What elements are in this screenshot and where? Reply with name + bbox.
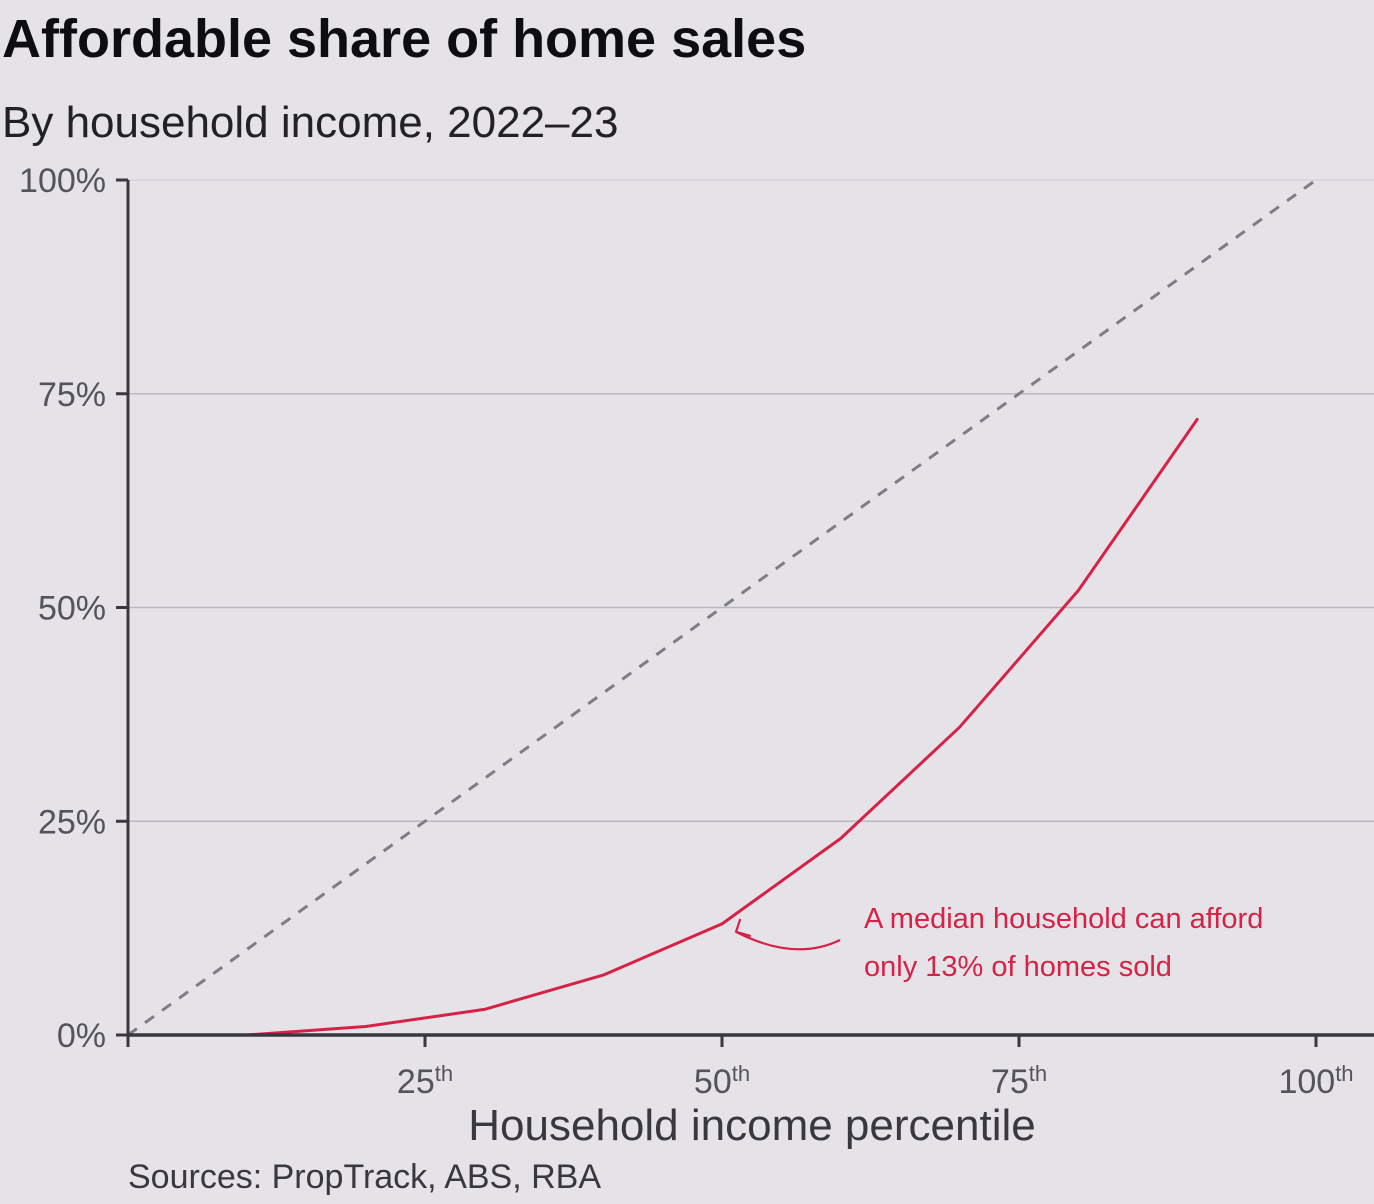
y-tick-label: 75% bbox=[38, 376, 106, 414]
y-tick-label: 25% bbox=[38, 803, 106, 841]
source-note: Sources: PropTrack, ABS, RBA bbox=[128, 1158, 601, 1196]
x-axis-ticks: 25th 50th 75th 100th bbox=[126, 1035, 1354, 1101]
x-axis-label: Household income percentile bbox=[468, 1101, 1035, 1150]
annotation: A median household can afford only 13% o… bbox=[734, 903, 1263, 983]
x-tick-label: 100th bbox=[1278, 1061, 1353, 1101]
reference-line bbox=[127, 178, 1317, 1037]
series-group bbox=[127, 178, 1317, 1037]
series-line bbox=[245, 417, 1199, 1037]
x-tick-label: 25th bbox=[397, 1061, 453, 1101]
gridlines bbox=[128, 179, 1374, 822]
y-tick-label: 0% bbox=[57, 1017, 106, 1055]
annotation-arrowhead bbox=[734, 918, 752, 937]
x-tick-label: 75th bbox=[991, 1061, 1047, 1101]
y-axis-ticks: 0% 25% 50% 75% 100% bbox=[19, 162, 128, 1055]
annotation-arrow bbox=[735, 930, 841, 951]
chart-subtitle: By household income, 2022–23 bbox=[2, 98, 618, 147]
annotation-line-1: A median household can afford bbox=[864, 903, 1263, 935]
y-tick-label: 100% bbox=[19, 162, 106, 200]
y-tick-label: 50% bbox=[38, 590, 106, 628]
x-tick-label: 50th bbox=[694, 1061, 750, 1101]
chart-title: Affordable share of home sales bbox=[2, 9, 806, 69]
annotation-line-2: only 13% of homes sold bbox=[864, 951, 1172, 983]
